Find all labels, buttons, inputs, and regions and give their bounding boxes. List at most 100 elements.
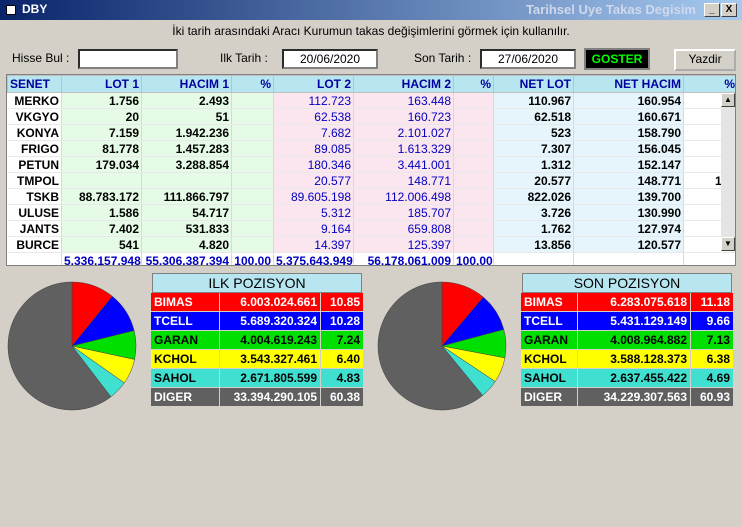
ilk-tarih-input[interactable]: 20/06/2020	[282, 49, 378, 69]
title-bar: DBY Tarihsel Uye Takas Degisim _ X	[0, 0, 742, 20]
senet-cell: TMPOL	[7, 172, 62, 189]
table-cell: 112.006.498	[353, 188, 454, 205]
position-row: TCELL 5.689.320.324 10.28	[151, 312, 363, 330]
senet-cell: FRIGO	[7, 140, 62, 157]
grid-scrollbar[interactable]: ▲ ▼	[721, 93, 735, 251]
position-value: 4.004.619.243	[220, 331, 320, 349]
position-name: DIGER	[151, 388, 219, 406]
column-header[interactable]: LOT 2	[273, 75, 354, 93]
table-row[interactable]: FRIGO 81.778 1.457.283 89.085 1.613.329 7.307…	[7, 140, 735, 157]
column-header[interactable]: HACIM 1	[141, 75, 232, 93]
position-pct: 60.93	[691, 388, 733, 406]
table-cell	[453, 156, 494, 173]
table-row[interactable]: BURCE5414.82014.397125.39713.856120.5779…	[7, 236, 735, 253]
close-button[interactable]: X	[721, 3, 737, 17]
position-value: 2.671.805.599	[220, 369, 320, 387]
table-cell: 158.790	[573, 124, 684, 141]
table-row[interactable]: ULUSE 1.586 54.717 5.312 185.707 3.726 130.990…	[7, 204, 735, 221]
table-cell	[453, 188, 494, 205]
ilk-pozisyon-table: BIMAS 6.003.024.661 10.85 TCELL 5.689.320.32…	[150, 292, 364, 407]
table-cell: 822.026	[493, 188, 574, 205]
son-pozisyon-title: SON POZISYON	[522, 273, 732, 293]
table-cell	[453, 108, 494, 125]
goster-button[interactable]: GOSTER	[584, 48, 650, 70]
position-name: BIMAS	[521, 293, 577, 311]
takas-grid[interactable]: SENET LOT 1 HACIM 1% LOT 2 HACIM 2% NET LOT NE…	[6, 74, 736, 266]
table-row[interactable]: PETUN 179.034 3.288.854 180.346 3.441.001 1.3…	[7, 156, 735, 173]
table-cell: 111.866.797	[141, 188, 232, 205]
table-row[interactable]: KONYA 7.159 1.942.236 7.682 2.101.027 523 158.…	[7, 124, 735, 141]
senet-cell: MERKO	[7, 92, 62, 109]
minimize-button[interactable]: _	[704, 3, 720, 17]
total-cell	[573, 252, 684, 265]
table-cell: 9.164	[273, 220, 354, 237]
window-title: DBY	[22, 2, 48, 16]
position-row: SAHOL 2.637.455.422 4.69	[521, 369, 733, 387]
table-cell: 163.448	[353, 92, 454, 109]
table-cell: 531.833	[141, 220, 232, 237]
position-value: 33.394.290.105	[220, 388, 320, 406]
senet-cell: KONYA	[7, 124, 62, 141]
table-cell: 1.586	[61, 204, 142, 221]
window-caption: Tarihsel Uye Takas Degisim	[525, 2, 696, 17]
ilk-pozisyon-pie-chart	[7, 281, 137, 411]
column-header[interactable]: NET LOT	[493, 75, 574, 93]
position-row: GARAN 4.008.964.882 7.13	[521, 331, 733, 349]
table-cell: 20	[61, 108, 142, 125]
table-cell: 110.967	[493, 92, 574, 109]
senet-cell: VKGYO	[7, 108, 62, 125]
position-row: DIGER 34.229.307.563 60.93	[521, 388, 733, 406]
position-name: TCELL	[151, 312, 219, 330]
column-header[interactable]: SENET	[7, 75, 62, 93]
table-cell: 139.700	[573, 188, 684, 205]
table-cell: 130.990	[573, 204, 684, 221]
senet-cell: JANTS	[7, 220, 62, 237]
scroll-down-icon[interactable]: ▼	[721, 237, 735, 251]
table-cell: 3.726	[493, 204, 574, 221]
table-cell: 3.441.001	[353, 156, 454, 173]
position-pct: 60.38	[321, 388, 363, 406]
yazdir-button[interactable]: Yazdir	[674, 49, 736, 71]
table-cell: 54.717	[141, 204, 232, 221]
table-cell	[453, 124, 494, 141]
son-tarih-input[interactable]: 27/06/2020	[480, 49, 576, 69]
table-cell	[141, 172, 232, 189]
table-cell	[453, 92, 494, 109]
hisse-input[interactable]	[78, 49, 178, 69]
table-cell	[453, 172, 494, 189]
table-cell	[231, 204, 274, 221]
position-name: GARAN	[151, 331, 219, 349]
position-row: SAHOL 2.671.805.599 4.83	[151, 369, 363, 387]
column-header[interactable]: %	[453, 75, 494, 93]
son-pozisyon-pie-chart	[377, 281, 507, 411]
table-cell: 659.808	[353, 220, 454, 237]
position-name: SAHOL	[521, 369, 577, 387]
position-pct: 7.13	[691, 331, 733, 349]
table-cell: 1.756	[61, 92, 142, 109]
table-cell	[231, 124, 274, 141]
table-row[interactable]: TSKB 88.783.172 111.866.797 89.605.198 112.0…	[7, 188, 735, 205]
table-row[interactable]: MERKO 1.756 2.493 112.723 163.448 110.967 160.…	[7, 92, 735, 109]
column-header[interactable]: %	[231, 75, 274, 93]
scroll-up-icon[interactable]: ▲	[721, 93, 735, 107]
table-cell	[453, 204, 494, 221]
column-header[interactable]: NET HACIM	[573, 75, 684, 93]
table-cell	[453, 140, 494, 157]
table-cell: 14.397	[273, 236, 354, 253]
table-cell	[231, 140, 274, 157]
column-header[interactable]: %	[683, 75, 735, 93]
column-header[interactable]: LOT 1	[61, 75, 142, 93]
total-cell: 100,00	[231, 252, 274, 265]
position-value: 3.588.128.373	[578, 350, 690, 368]
column-header[interactable]: HACIM 2	[353, 75, 454, 93]
table-cell	[231, 92, 274, 109]
position-row: BIMAS 6.283.075.618 11.18	[521, 293, 733, 311]
position-row: KCHOL 3.588.128.373 6.38	[521, 350, 733, 368]
table-row[interactable]: JANTS 7.402 531.833 9.164 659.808 1.762 127.97…	[7, 220, 735, 237]
table-cell: 2.493	[141, 92, 232, 109]
position-pct: 6.38	[691, 350, 733, 368]
grid-header-row: SENET LOT 1 HACIM 1% LOT 2 HACIM 2% NET LOT NE…	[7, 75, 735, 93]
table-cell: 62.518	[493, 108, 574, 125]
